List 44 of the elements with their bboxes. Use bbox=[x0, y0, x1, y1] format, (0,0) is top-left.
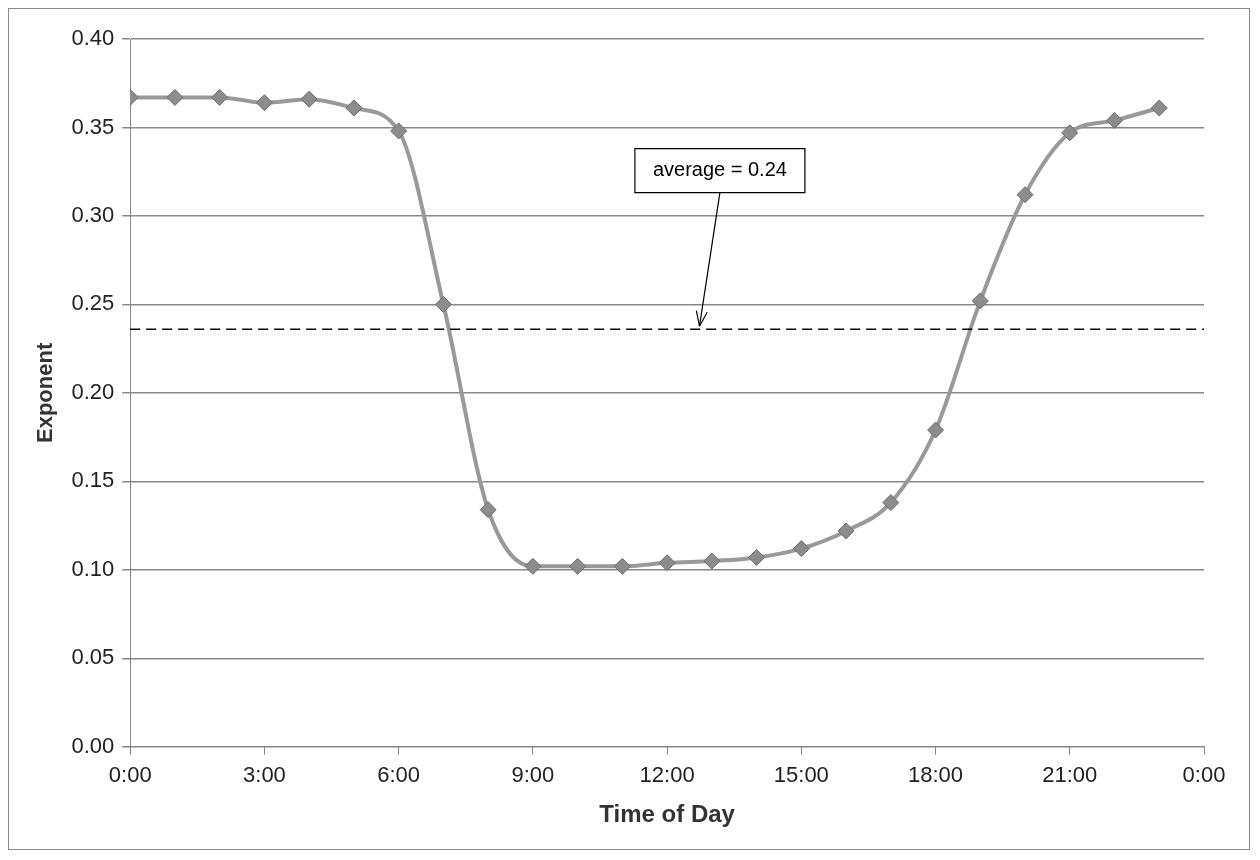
y-tick-label: 0.15 bbox=[71, 467, 115, 493]
point bbox=[390, 122, 408, 140]
y-tick-label: 0.30 bbox=[71, 202, 115, 228]
point bbox=[971, 292, 989, 310]
x-tick-label: 15:00 bbox=[773, 762, 829, 788]
point bbox=[613, 557, 631, 575]
point bbox=[927, 421, 945, 439]
x-tick-label: 18:00 bbox=[908, 762, 964, 788]
x-tick-label: 21:00 bbox=[1042, 762, 1098, 788]
y-tick-label: 0.10 bbox=[71, 555, 115, 581]
x-tick-label: 3:00 bbox=[243, 762, 286, 788]
point bbox=[1061, 124, 1079, 142]
x-tick-label: 6:00 bbox=[377, 762, 421, 788]
point bbox=[345, 99, 363, 117]
point bbox=[1150, 99, 1168, 117]
point bbox=[792, 540, 810, 558]
point bbox=[255, 94, 273, 112]
x-tick-label: 0:00 bbox=[108, 762, 152, 788]
point bbox=[569, 557, 587, 575]
point bbox=[658, 554, 676, 572]
point bbox=[748, 548, 766, 566]
point bbox=[1016, 186, 1034, 204]
x-tick-label: 12:00 bbox=[639, 762, 695, 788]
point bbox=[166, 88, 184, 106]
y-tick-label: 0.40 bbox=[71, 25, 115, 51]
point bbox=[1106, 111, 1124, 129]
point bbox=[882, 494, 900, 512]
point bbox=[211, 88, 229, 106]
point bbox=[300, 90, 318, 108]
point bbox=[434, 295, 452, 313]
point bbox=[837, 522, 855, 540]
y-tick-label: 0.25 bbox=[71, 290, 115, 316]
x-axis-title: Time of Day bbox=[599, 800, 736, 828]
ref-line-label: average = 0.24 bbox=[652, 158, 787, 181]
y-axis-title: Exponent bbox=[32, 342, 58, 444]
y-tick-label: 0.05 bbox=[71, 644, 115, 670]
y-tick-label: 0.35 bbox=[71, 113, 115, 139]
x-tick-label: 9:00 bbox=[511, 762, 555, 788]
point bbox=[479, 501, 497, 519]
point bbox=[524, 557, 542, 575]
y-tick-label: 0.00 bbox=[71, 732, 115, 758]
y-tick-label: 0.20 bbox=[71, 378, 115, 404]
x-tick-label: 0:00 bbox=[1182, 762, 1226, 788]
point bbox=[703, 552, 721, 570]
